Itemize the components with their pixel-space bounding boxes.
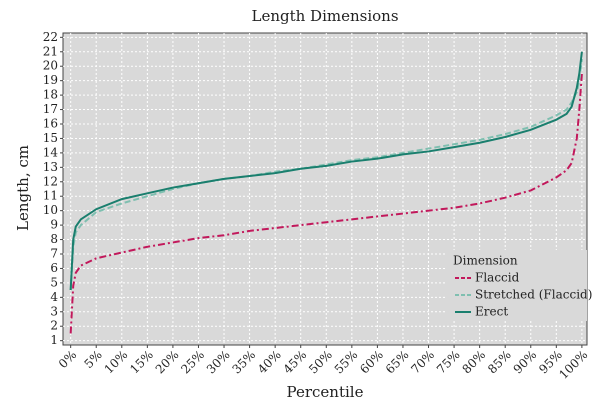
x-tick-label: 60%: [357, 348, 386, 377]
series-line: [69, 51, 583, 291]
y-axis-label: Length, cm: [14, 145, 32, 231]
legend-label: Erect: [475, 305, 508, 319]
x-tick-label: 100%: [556, 348, 590, 382]
x-tick-label: 40%: [255, 348, 284, 377]
y-tick-label: 13: [43, 160, 58, 174]
y-tick-label: 14: [43, 145, 59, 159]
y-tick-label: 11: [43, 189, 58, 203]
y-tick-label: 5: [50, 275, 58, 289]
x-tick-label: 90%: [511, 348, 540, 377]
y-tick-label: 17: [43, 102, 58, 116]
y-tick-label: 10: [43, 203, 58, 217]
y-tick-label: 4: [50, 290, 58, 304]
y-tick-label: 12: [43, 174, 58, 188]
y-tick-label: 16: [43, 117, 58, 131]
x-tick-label: 0%: [56, 348, 79, 371]
y-tick-label: 3: [50, 304, 58, 318]
y-tick-label: 6: [50, 261, 58, 275]
x-tick-label: 45%: [281, 348, 310, 377]
legend-label: Flaccid: [475, 271, 520, 285]
y-tick-label: 8: [50, 232, 58, 246]
y-tick-label: 1: [50, 333, 58, 347]
y-tick-label: 21: [43, 44, 58, 58]
x-tick-label: 10%: [102, 348, 131, 377]
y-tick-label: 22: [43, 30, 58, 44]
legend-box: [447, 250, 587, 321]
y-tick-label: 9: [50, 218, 58, 232]
y-tick-label: 7: [50, 247, 58, 261]
series-line: [69, 58, 583, 291]
legend-title: Dimension: [453, 254, 518, 268]
chart-title: Length Dimensions: [251, 7, 398, 25]
y-tick-label: 2: [50, 319, 58, 333]
x-tick-label: 85%: [485, 348, 514, 377]
x-tick-label: 30%: [204, 348, 233, 377]
x-tick-label: 15%: [127, 348, 156, 377]
x-tick-label: 65%: [383, 348, 412, 377]
x-tick-label: 70%: [408, 348, 437, 377]
y-tick-label: 15: [43, 131, 58, 145]
x-tick-label: 50%: [306, 348, 335, 377]
y-tick-label: 20: [43, 59, 58, 73]
x-tick-label: 55%: [332, 348, 361, 377]
x-tick-label: 80%: [459, 348, 488, 377]
x-tick-label: 35%: [229, 348, 258, 377]
legend-label: Stretched (Flaccid): [475, 288, 592, 302]
y-tick-label: 19: [43, 73, 58, 87]
series-line: [69, 73, 583, 334]
x-tick-label: 25%: [178, 348, 207, 377]
x-tick-label: 75%: [434, 348, 463, 377]
x-tick-label: 20%: [153, 348, 182, 377]
x-axis-label: Percentile: [287, 383, 364, 401]
y-tick-label: 18: [43, 88, 58, 102]
